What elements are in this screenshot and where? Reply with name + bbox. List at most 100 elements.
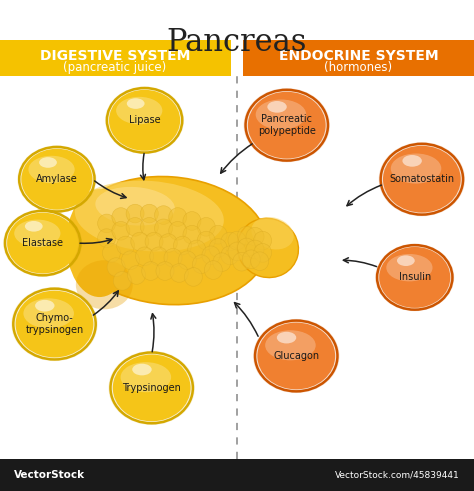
Ellipse shape (375, 244, 454, 311)
Text: Lipase: Lipase (129, 115, 160, 125)
Text: VectorStock: VectorStock (14, 470, 85, 480)
Text: Insulin: Insulin (399, 273, 431, 282)
Ellipse shape (3, 209, 82, 277)
Ellipse shape (132, 364, 152, 376)
Ellipse shape (192, 255, 210, 273)
Ellipse shape (102, 244, 120, 262)
Ellipse shape (267, 101, 287, 113)
Ellipse shape (105, 86, 184, 154)
Ellipse shape (184, 268, 202, 286)
Text: ENDOCRINE SYSTEM: ENDOCRINE SYSTEM (279, 49, 438, 63)
Text: Chymo-
trypsinogen: Chymo- trypsinogen (26, 313, 83, 335)
Ellipse shape (155, 206, 173, 224)
Text: DIGESTIVE SYSTEM: DIGESTIVE SYSTEM (39, 49, 190, 63)
Ellipse shape (169, 208, 187, 226)
Ellipse shape (197, 231, 215, 250)
Ellipse shape (145, 232, 163, 251)
Ellipse shape (126, 204, 144, 223)
Ellipse shape (386, 254, 432, 281)
Text: VectorStock.com/45839441: VectorStock.com/45839441 (335, 470, 460, 479)
Ellipse shape (156, 262, 174, 280)
Ellipse shape (253, 319, 339, 393)
Ellipse shape (204, 261, 222, 279)
Text: Elastase: Elastase (22, 238, 63, 248)
Ellipse shape (242, 250, 260, 269)
Ellipse shape (221, 246, 239, 265)
Ellipse shape (169, 221, 187, 240)
Ellipse shape (233, 252, 251, 271)
Ellipse shape (173, 236, 191, 255)
Ellipse shape (213, 253, 231, 272)
Ellipse shape (107, 258, 125, 276)
Ellipse shape (254, 244, 272, 262)
Ellipse shape (246, 227, 264, 246)
Ellipse shape (136, 247, 154, 266)
Ellipse shape (183, 212, 201, 230)
Ellipse shape (140, 218, 158, 236)
Ellipse shape (251, 217, 294, 249)
Ellipse shape (39, 157, 57, 168)
Ellipse shape (391, 154, 441, 184)
Ellipse shape (127, 98, 145, 109)
Ellipse shape (228, 231, 246, 250)
Ellipse shape (221, 232, 239, 251)
Ellipse shape (14, 219, 61, 247)
Ellipse shape (112, 221, 130, 240)
Ellipse shape (131, 232, 149, 251)
Ellipse shape (117, 236, 135, 255)
Ellipse shape (112, 208, 130, 226)
Ellipse shape (178, 251, 196, 270)
Ellipse shape (209, 225, 227, 244)
Text: (pancreatic juice): (pancreatic juice) (63, 61, 166, 74)
FancyBboxPatch shape (0, 459, 474, 491)
Text: Pancreas: Pancreas (167, 27, 307, 58)
Ellipse shape (16, 291, 93, 357)
Ellipse shape (251, 252, 269, 271)
Ellipse shape (25, 221, 43, 232)
Ellipse shape (140, 204, 158, 223)
Ellipse shape (159, 234, 177, 252)
Ellipse shape (397, 255, 415, 266)
Ellipse shape (150, 247, 168, 266)
Ellipse shape (237, 218, 299, 277)
Ellipse shape (228, 242, 246, 261)
Ellipse shape (121, 251, 139, 270)
Ellipse shape (18, 145, 96, 213)
Ellipse shape (383, 146, 461, 213)
Ellipse shape (142, 262, 160, 280)
Ellipse shape (379, 142, 465, 216)
Ellipse shape (113, 272, 131, 290)
Ellipse shape (164, 248, 182, 267)
Ellipse shape (28, 156, 75, 183)
Ellipse shape (69, 176, 268, 305)
Ellipse shape (244, 88, 330, 162)
Ellipse shape (246, 240, 264, 259)
Text: (hormones): (hormones) (324, 61, 392, 74)
Ellipse shape (11, 287, 98, 361)
Ellipse shape (128, 266, 146, 284)
Ellipse shape (126, 218, 144, 236)
Ellipse shape (209, 239, 227, 257)
Ellipse shape (113, 355, 191, 421)
FancyBboxPatch shape (243, 40, 474, 76)
Ellipse shape (98, 229, 116, 247)
Ellipse shape (7, 213, 78, 273)
Ellipse shape (98, 214, 116, 233)
Ellipse shape (277, 332, 296, 344)
Text: Trypsinogen: Trypsinogen (122, 383, 181, 393)
Ellipse shape (95, 187, 175, 225)
FancyBboxPatch shape (0, 40, 231, 76)
Ellipse shape (237, 226, 255, 245)
Ellipse shape (35, 300, 55, 312)
Text: Glucagon: Glucagon (273, 351, 319, 361)
Ellipse shape (66, 189, 133, 297)
Ellipse shape (76, 260, 133, 309)
Ellipse shape (188, 240, 206, 259)
Ellipse shape (155, 219, 173, 238)
Ellipse shape (265, 330, 316, 360)
Text: Somatostatin: Somatostatin (389, 174, 455, 184)
Ellipse shape (379, 247, 450, 308)
Text: Amylase: Amylase (36, 174, 78, 184)
Ellipse shape (75, 181, 224, 251)
Ellipse shape (109, 90, 180, 151)
